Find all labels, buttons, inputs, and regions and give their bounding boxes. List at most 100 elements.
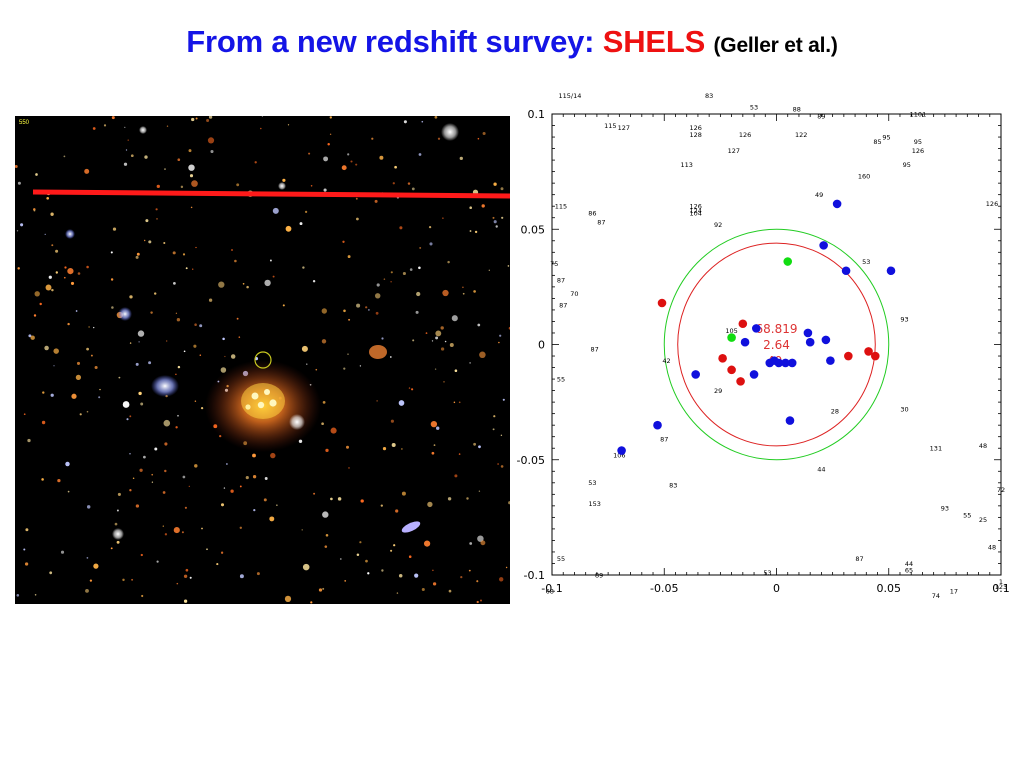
field-object <box>76 361 81 365</box>
field-object <box>356 303 361 308</box>
field-object <box>126 418 129 421</box>
title-main: From a new redshift survey: <box>186 24 595 59</box>
field-object <box>17 181 21 185</box>
field-object <box>325 448 329 453</box>
field-object <box>77 272 81 275</box>
field-object <box>348 467 350 469</box>
field-object <box>112 227 117 231</box>
galaxy-annotation: 126 <box>689 124 701 132</box>
field-object <box>188 485 190 488</box>
field-object <box>116 540 120 544</box>
field-object <box>136 252 140 256</box>
field-object <box>48 275 52 279</box>
galaxy-annotation: 49 <box>815 191 823 199</box>
field-object <box>53 348 59 354</box>
field-object <box>166 125 169 127</box>
field-object <box>226 463 228 465</box>
galaxy-annotation: 126 <box>739 131 751 139</box>
field-object <box>302 266 305 269</box>
radius-circle <box>677 242 876 447</box>
field-object <box>416 291 421 297</box>
field-object <box>239 526 242 529</box>
field-object <box>389 356 392 358</box>
data-point <box>749 370 759 379</box>
field-object <box>230 489 234 493</box>
field-object <box>231 249 233 251</box>
cluster-member <box>251 392 259 400</box>
field-object <box>132 477 135 480</box>
field-object <box>356 553 360 557</box>
field-object <box>477 137 480 140</box>
field-object <box>156 218 158 220</box>
data-point <box>718 354 727 363</box>
field-object <box>323 156 329 162</box>
field-object <box>27 438 31 443</box>
field-object <box>230 354 236 359</box>
y-tick-label: 0.05 <box>521 223 546 236</box>
field-object <box>493 182 497 186</box>
field-object <box>433 444 436 446</box>
galaxy <box>369 345 387 359</box>
galaxy-annotation: 68 <box>546 587 554 595</box>
field-object <box>220 551 224 554</box>
galaxy-annotation: 87 <box>557 276 565 284</box>
field-object <box>70 281 75 285</box>
cluster-glow-core <box>241 383 285 419</box>
target-circle <box>254 351 272 369</box>
field-object <box>201 527 203 530</box>
galaxy-annotation: 93 <box>941 504 949 512</box>
field-object <box>182 253 186 256</box>
field-object <box>393 544 396 547</box>
field-object <box>447 260 450 264</box>
data-point <box>821 335 831 345</box>
field-object <box>122 578 125 582</box>
field-object <box>432 582 437 586</box>
field-object <box>330 497 333 501</box>
galaxy-annotation: 42 <box>662 357 670 365</box>
field-object <box>156 184 160 189</box>
field-object <box>23 548 26 551</box>
field-object <box>84 168 90 174</box>
field-object <box>395 509 399 513</box>
field-object <box>246 285 249 289</box>
field-object <box>180 185 184 189</box>
data-point <box>617 446 626 455</box>
field-object <box>299 222 303 226</box>
field-object <box>236 183 240 187</box>
cluster-member <box>269 399 277 407</box>
field-object <box>67 267 74 275</box>
galaxy-annotation: 86 <box>588 209 596 217</box>
galaxy-annotation: 83 <box>669 481 677 489</box>
field-object <box>139 468 143 472</box>
field-object <box>253 508 256 512</box>
field-object <box>181 531 184 534</box>
galaxy-annotation: 87 <box>591 345 599 353</box>
field-object <box>51 244 54 247</box>
radius-circle <box>663 228 890 461</box>
galaxy-annotation: 53 <box>588 479 596 487</box>
field-object <box>460 575 463 579</box>
field-object <box>194 464 198 468</box>
field-object <box>245 476 249 480</box>
field-object <box>93 563 99 569</box>
field-object <box>401 491 406 496</box>
field-object <box>398 400 405 406</box>
galaxy-annotation: 127 <box>618 124 630 132</box>
field-object <box>321 422 324 426</box>
field-object <box>25 528 29 532</box>
field-object <box>398 573 403 578</box>
field-object <box>49 571 53 575</box>
field-object <box>261 116 264 117</box>
field-object <box>129 453 131 455</box>
field-object <box>189 174 194 178</box>
field-object <box>163 241 166 245</box>
field-object <box>418 153 422 156</box>
field-object <box>41 420 46 425</box>
field-object <box>122 401 130 408</box>
field-object <box>473 290 476 293</box>
field-object <box>144 155 148 159</box>
field-object <box>347 353 349 355</box>
sky-image-label: 550 <box>19 120 30 126</box>
field-object <box>138 341 140 343</box>
field-object <box>500 187 504 191</box>
